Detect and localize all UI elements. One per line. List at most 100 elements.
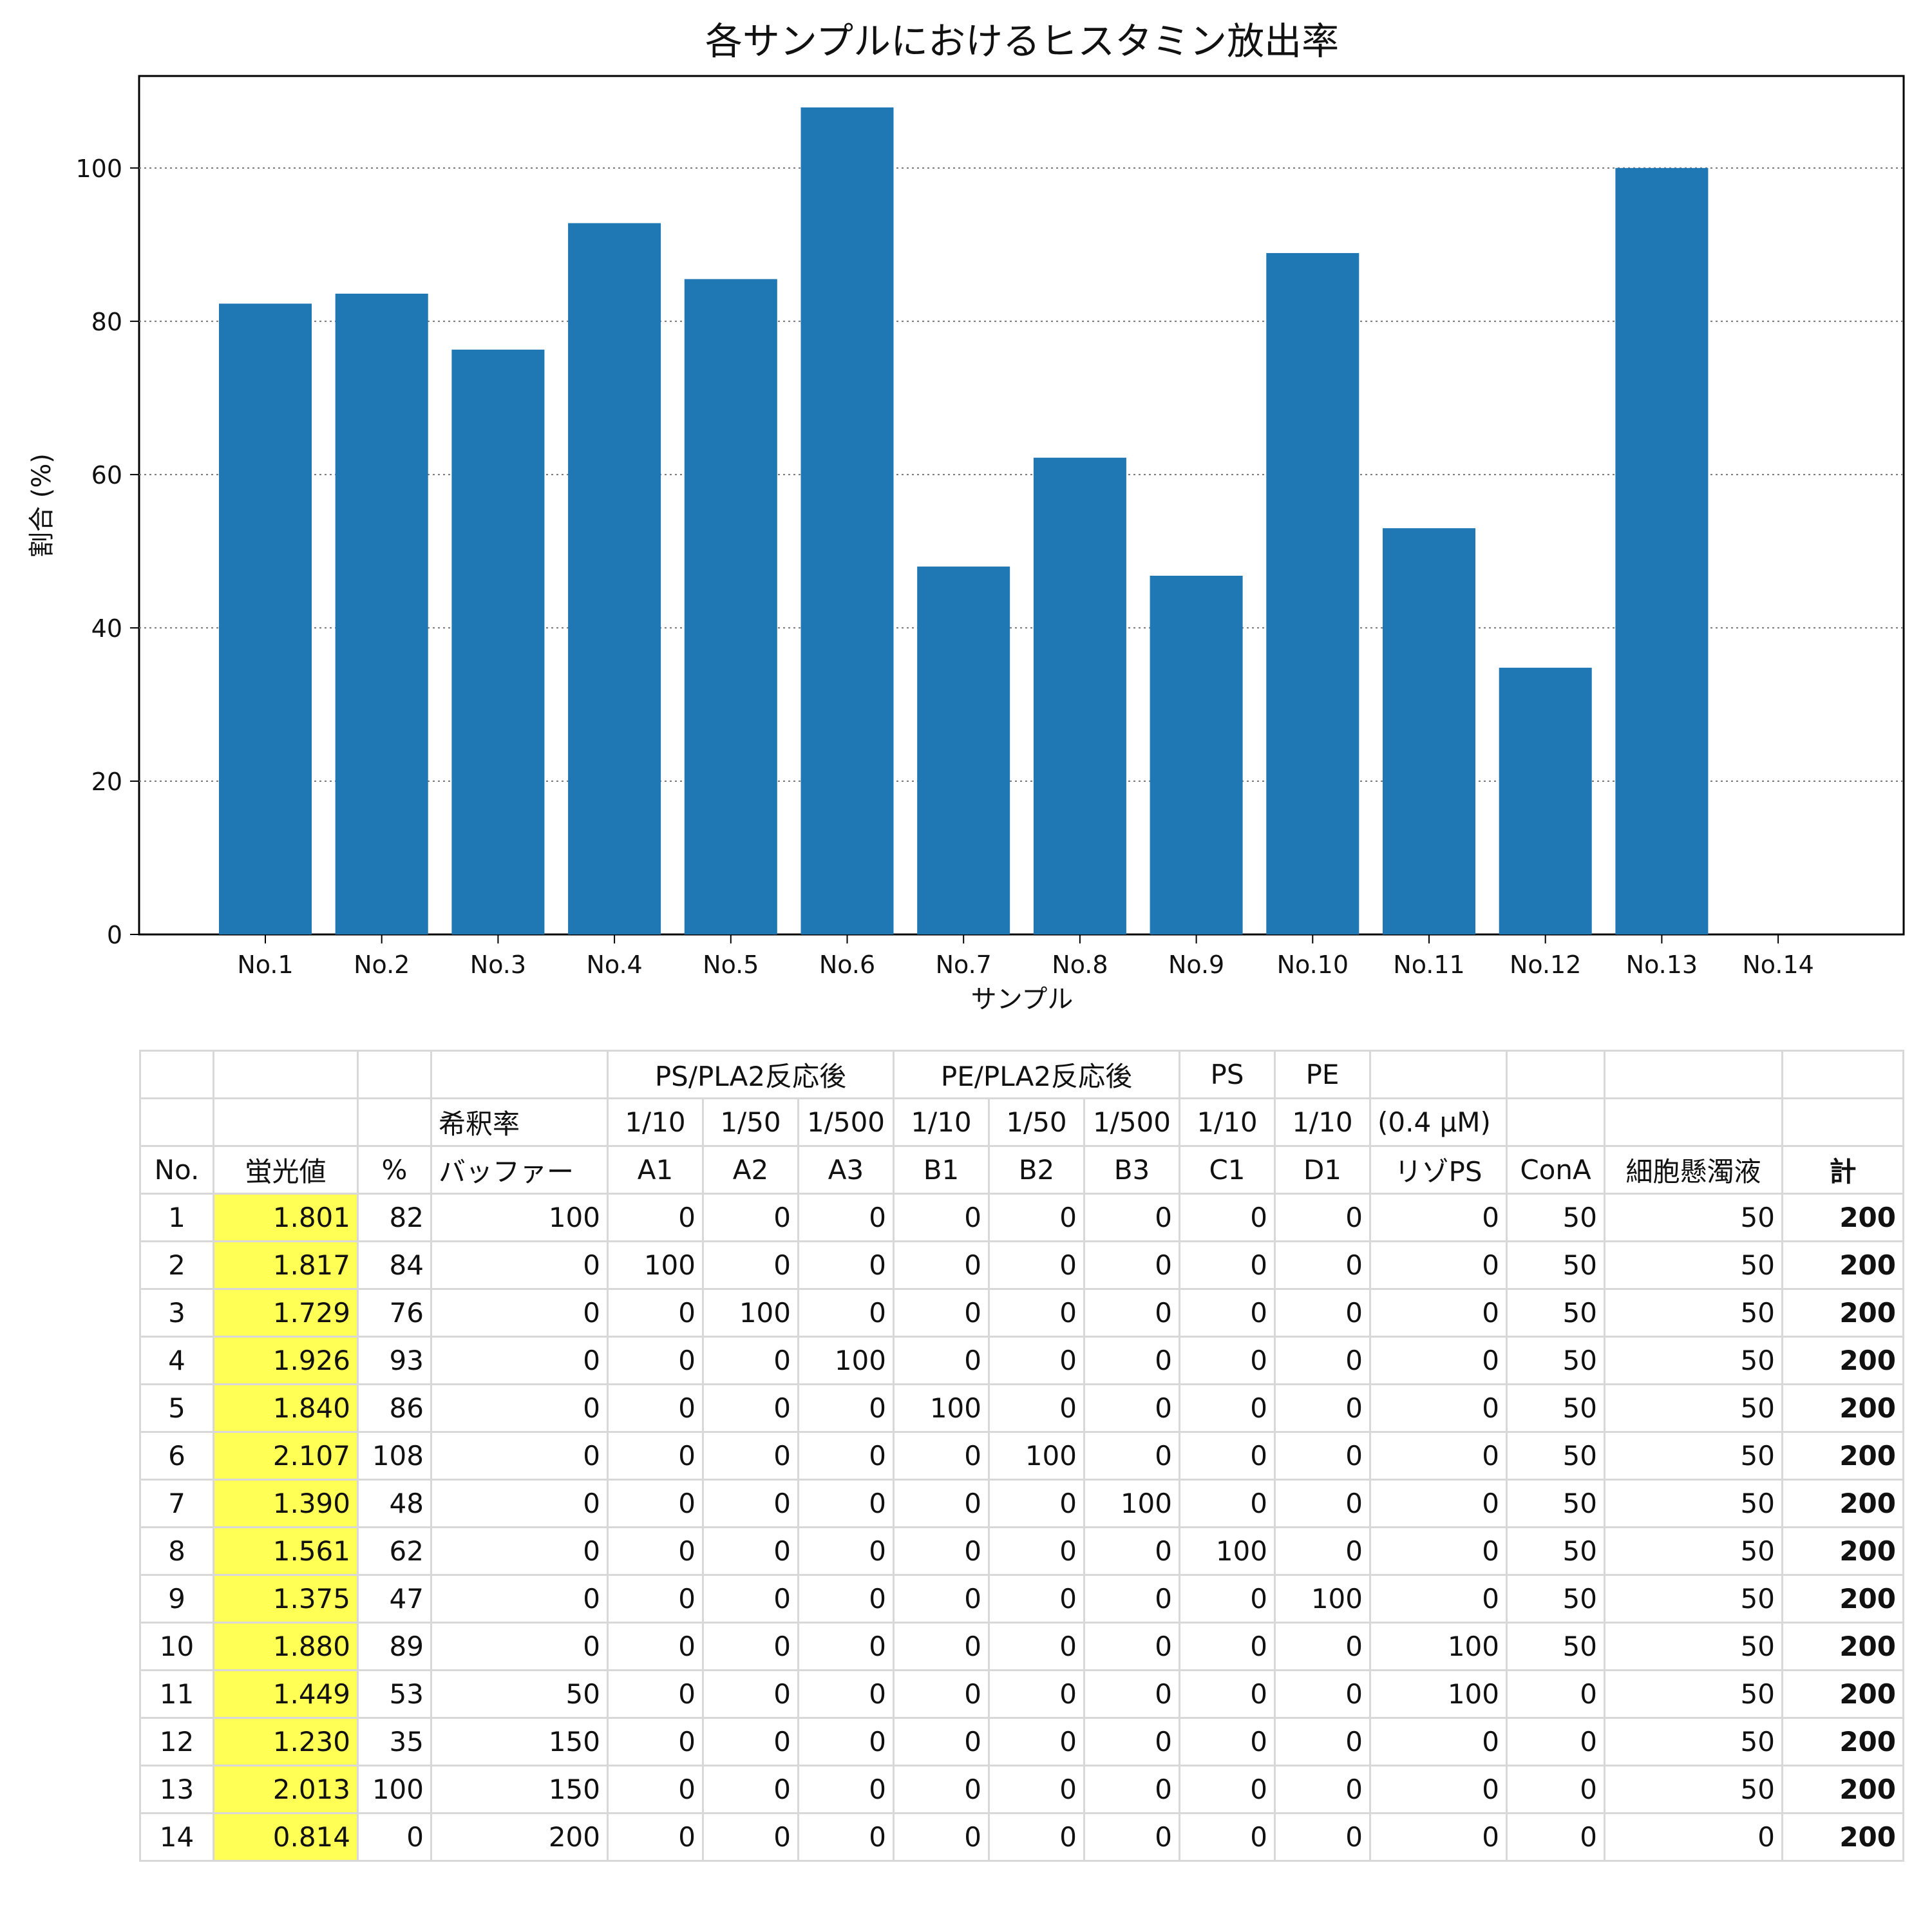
x-tick-label: No.3 [470, 951, 526, 979]
table-cell: (0.4 μM) [1369, 1097, 1508, 1147]
table-cell: 76 [357, 1288, 432, 1338]
table-cell: A1 [607, 1145, 704, 1195]
x-tick-label: No.11 [1393, 951, 1464, 979]
table-cell: 50 [1604, 1288, 1783, 1338]
table-cell: 0 [1083, 1622, 1180, 1671]
table-cell: 0 [797, 1622, 895, 1671]
table-cell: 50 [1506, 1383, 1605, 1433]
table-cell: 50 [1604, 1574, 1783, 1624]
table-cell: 0 [893, 1526, 990, 1576]
table-row: 8 1.561 62 0 0 0 0 0 0 0 100 0 0 50 50 200 [139, 1526, 1904, 1576]
table-cell: 細胞懸濁液 [1604, 1145, 1783, 1195]
plot-area-frame [138, 75, 1905, 936]
y-tick-label: 20 [91, 768, 122, 796]
table-cell: 0 [702, 1431, 799, 1481]
bar-No.10 [1266, 252, 1359, 934]
table-cell [357, 1050, 432, 1099]
table-cell: 0 [1179, 1574, 1276, 1624]
table-cell: 0 [1179, 1288, 1276, 1338]
table-cell: PS [1179, 1050, 1276, 1099]
table-row: 2 1.817 84 0 100 0 0 0 0 0 0 0 0 50 50 200 [139, 1240, 1904, 1290]
table-cell: 0 [893, 1336, 990, 1385]
table-cell [139, 1097, 214, 1147]
table-cell: 0 [1369, 1288, 1508, 1338]
table-cell: 1/10 [893, 1097, 990, 1147]
table-cell: 100 [357, 1765, 432, 1814]
table-cell: 0 [1274, 1193, 1371, 1242]
bar-No.7 [917, 566, 1010, 934]
table-cell: 1/500 [1083, 1097, 1180, 1147]
table-cell: 0 [797, 1717, 895, 1766]
table-cell: 0 [1274, 1240, 1371, 1290]
table-cell: 0 [1274, 1765, 1371, 1814]
table-cell: 100 [893, 1383, 990, 1433]
table-cell: 1.729 [213, 1288, 359, 1338]
table-cell: 200 [430, 1812, 609, 1862]
table-cell: 0 [1179, 1669, 1276, 1719]
table-cell: 200 [1781, 1765, 1904, 1814]
bar-No.5 [684, 279, 777, 934]
table-cell: PE [1274, 1050, 1371, 1099]
table-cell: 7 [139, 1479, 214, 1528]
y-tick-label: 0 [107, 921, 122, 949]
table-cell: 0 [893, 1765, 990, 1814]
table-cell: 12 [139, 1717, 214, 1766]
table-cell: 50 [1604, 1431, 1783, 1481]
table-cell: 0 [607, 1336, 704, 1385]
table-cell: PE/PLA2反応後 [893, 1050, 1180, 1099]
table-cell: 0 [607, 1193, 704, 1242]
table-cell: 0 [1179, 1812, 1276, 1862]
table-cell: 0 [1506, 1717, 1605, 1766]
table-row: 13 2.013 100 150 0 0 0 0 0 0 0 0 0 0 50 200 [139, 1765, 1904, 1814]
table-cell: 0 [1083, 1240, 1180, 1290]
table-cell: 1.801 [213, 1193, 359, 1242]
table-cell: 0 [1179, 1717, 1276, 1766]
table-cell: 0 [1506, 1765, 1605, 1814]
table-cell: 13 [139, 1765, 214, 1814]
table-cell: 0 [1083, 1717, 1180, 1766]
table-cell: 8 [139, 1526, 214, 1576]
table-cell: 0 [607, 1431, 704, 1481]
table-cell: 0 [430, 1574, 609, 1624]
table-cell: 1.817 [213, 1240, 359, 1290]
x-tick-label: No.4 [586, 951, 642, 979]
table-cell: 0 [893, 1669, 990, 1719]
bars [219, 107, 1709, 935]
table-cell [1604, 1097, 1783, 1147]
table-cell: 50 [430, 1669, 609, 1719]
table-cell: B2 [988, 1145, 1085, 1195]
x-tick-label: No.6 [819, 951, 875, 979]
table-cell: 0 [1604, 1812, 1783, 1862]
table-cell: 14 [139, 1812, 214, 1862]
x-tick-label: No.8 [1052, 951, 1108, 979]
table-cell: 0 [1274, 1622, 1371, 1671]
table-cell: 0 [1274, 1431, 1371, 1481]
table-cell: 100 [430, 1193, 609, 1242]
grid-lines [139, 167, 1904, 782]
table-cell: 0 [797, 1431, 895, 1481]
table-cell: 1/50 [702, 1097, 799, 1147]
table-cell: 0 [797, 1479, 895, 1528]
table-cell: 0 [1274, 1336, 1371, 1385]
x-tick-label: No.9 [1168, 951, 1224, 979]
table-cell: 50 [1506, 1240, 1605, 1290]
bar-No.6 [800, 107, 894, 934]
table-cell: 3 [139, 1288, 214, 1338]
table-cell: 1/10 [607, 1097, 704, 1147]
table-cell [213, 1097, 359, 1147]
table-cell: 0 [1179, 1479, 1276, 1528]
table-cell: 0 [1083, 1431, 1180, 1481]
table-cell [213, 1050, 359, 1099]
table-cell: 1.561 [213, 1526, 359, 1576]
table-cell: 蛍光値 [213, 1145, 359, 1195]
table-cell: 50 [1506, 1622, 1605, 1671]
x-tick-label: No.12 [1510, 951, 1581, 979]
table-row: 4 1.926 93 0 0 0 100 0 0 0 0 0 0 50 50 200 [139, 1336, 1904, 1385]
bar-No.8 [1033, 457, 1126, 934]
table-cell: 50 [1604, 1765, 1783, 1814]
table-cell: A3 [797, 1145, 895, 1195]
table-cell: 200 [1781, 1669, 1904, 1719]
table-cell: 1.230 [213, 1717, 359, 1766]
table-cell: 0 [1274, 1717, 1371, 1766]
table-cell: 0 [1369, 1383, 1508, 1433]
